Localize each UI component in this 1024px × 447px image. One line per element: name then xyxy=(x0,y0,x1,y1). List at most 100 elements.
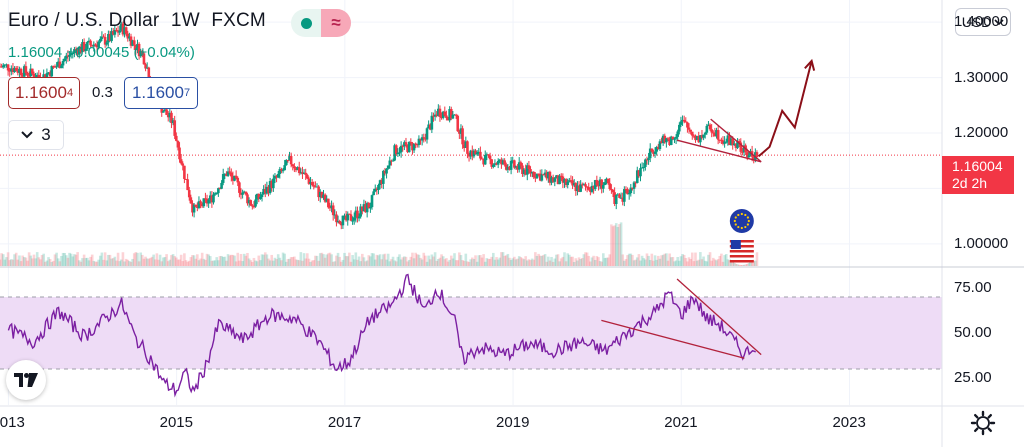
volume-bar xyxy=(357,256,361,266)
candle-body xyxy=(538,173,542,181)
volume-bar xyxy=(226,254,230,266)
candle-body xyxy=(556,175,560,185)
candle-body xyxy=(166,114,170,118)
candle-body xyxy=(43,74,47,79)
volume-bar xyxy=(621,254,625,266)
volume-bar xyxy=(417,254,421,266)
volume-bar xyxy=(483,261,487,266)
volume-bar xyxy=(246,252,249,266)
volume-bar xyxy=(47,257,50,266)
candle-body xyxy=(56,61,60,67)
volume-bar xyxy=(162,257,165,266)
candle-body xyxy=(652,151,655,154)
volume-bar xyxy=(18,255,21,266)
volume-bar xyxy=(65,255,68,266)
candle-body xyxy=(644,159,647,167)
volume-bar xyxy=(631,254,634,266)
volume-bar xyxy=(441,256,445,266)
candle-body xyxy=(338,220,341,224)
indicators-toggle-button[interactable]: 3 xyxy=(8,120,64,150)
candle-body xyxy=(162,111,165,113)
currency-selector[interactable]: USD xyxy=(955,8,1011,36)
symbol-name: Euro / U.S. Dollar xyxy=(8,10,160,31)
volume-bar xyxy=(22,257,26,266)
candle-body xyxy=(558,175,561,185)
candle-body xyxy=(137,43,141,57)
candle-body xyxy=(82,42,86,51)
candle-body xyxy=(53,66,57,68)
gear-icon[interactable] xyxy=(970,410,996,436)
symbol-header[interactable]: Euro / U.S. Dollar 1W FXCM xyxy=(8,10,272,32)
volume-bar xyxy=(592,255,595,266)
volume-bar xyxy=(547,256,550,266)
volume-bar xyxy=(703,260,707,266)
volume-bar xyxy=(29,255,33,266)
volume-bar xyxy=(475,261,479,266)
volume-bar xyxy=(204,259,207,266)
volume-bar xyxy=(589,261,592,266)
candle-body xyxy=(587,187,591,190)
candle-body xyxy=(385,168,388,174)
drawings-layer[interactable] xyxy=(676,58,816,265)
volume-bar xyxy=(244,255,248,266)
candle-body xyxy=(631,187,634,189)
volume-bar xyxy=(525,260,529,266)
candle-body xyxy=(614,195,618,204)
candle-body xyxy=(95,44,99,48)
tradingview-logo-icon[interactable] xyxy=(6,360,46,400)
candle-body xyxy=(464,141,468,148)
spread-value: 0.3 xyxy=(92,84,113,101)
volume-bar xyxy=(126,259,130,266)
candle-body xyxy=(585,186,589,188)
candle-body xyxy=(692,135,696,137)
volume-bar xyxy=(626,255,629,266)
delayed-data-icon: ≈ xyxy=(321,9,351,37)
candle-body xyxy=(170,112,173,124)
volume-bar xyxy=(373,259,377,266)
volume-bar xyxy=(267,258,270,266)
candle-body xyxy=(126,33,130,39)
candle-body xyxy=(192,204,196,213)
candle-body xyxy=(318,191,322,198)
rsi-axis-label: 50.00 xyxy=(954,324,992,341)
volume-bar xyxy=(451,258,455,266)
candle-body xyxy=(68,54,71,57)
volume-bar xyxy=(111,258,115,266)
volume-bar xyxy=(131,258,134,266)
candle-body xyxy=(716,130,720,140)
volume-bar xyxy=(5,257,8,266)
volume-bar xyxy=(467,261,471,266)
volume-bar xyxy=(233,255,236,266)
candle-body xyxy=(50,66,54,77)
candle-body xyxy=(454,114,458,116)
candle-body xyxy=(0,66,3,68)
volume-bar xyxy=(331,261,335,266)
candle-body xyxy=(86,42,89,49)
volume-bar xyxy=(257,255,261,266)
candle-body xyxy=(121,23,125,35)
volume-bar xyxy=(606,257,610,266)
volume-bar xyxy=(657,255,660,266)
volume-bar xyxy=(192,255,196,266)
candle-body xyxy=(278,169,282,174)
volume-bar xyxy=(170,255,173,266)
candle-body xyxy=(176,140,180,148)
volume-bar xyxy=(205,253,209,266)
rsi-axis-label: 75.00 xyxy=(954,279,992,296)
buy-button[interactable]: 1.1600 7 xyxy=(124,77,198,109)
volume-bar xyxy=(682,254,686,266)
candle-body xyxy=(699,135,702,143)
candle-body xyxy=(147,67,151,78)
volume-bar xyxy=(297,260,301,266)
candle-body xyxy=(291,164,295,167)
volume-bar xyxy=(579,258,582,266)
candle-body xyxy=(77,46,81,55)
candle-body xyxy=(490,159,494,167)
volume-bar xyxy=(115,260,118,266)
sell-button[interactable]: 1.1600 4 xyxy=(8,77,80,109)
candle-body xyxy=(223,173,227,175)
candle-body xyxy=(194,204,198,207)
us-flag-icon xyxy=(727,237,756,265)
market-status-pill[interactable]: ≈ xyxy=(291,9,351,37)
